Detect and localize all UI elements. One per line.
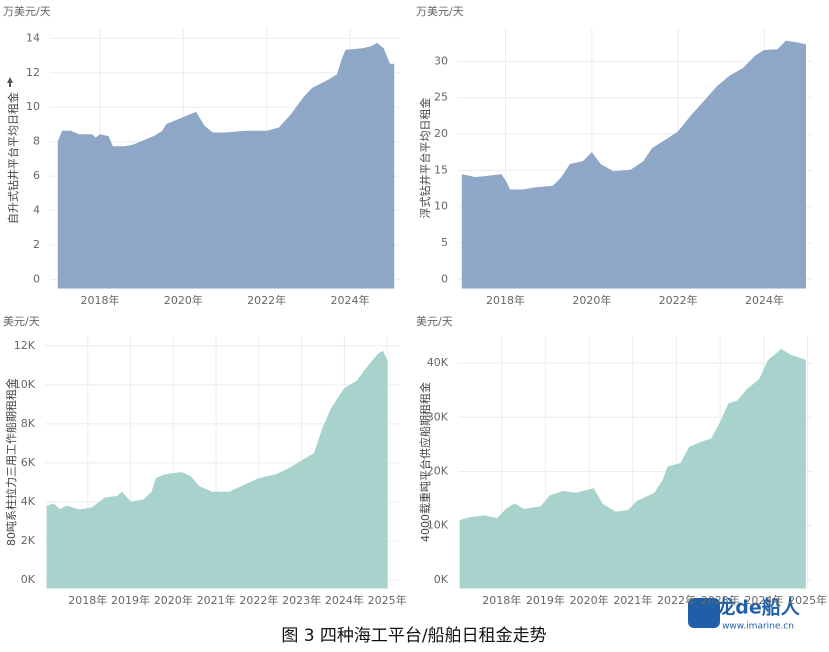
x-tick-label: 2022年	[657, 593, 696, 607]
x-tick-label: 2018年	[482, 593, 521, 607]
y-tick-label: 0K	[21, 573, 36, 586]
x-tick-label: 2018年	[81, 293, 120, 307]
x-tick-label: 2023年	[282, 593, 321, 607]
x-tick-label: 2020年	[154, 593, 193, 607]
y-tick-label: 0	[441, 272, 448, 285]
x-tick-label: 2018年	[486, 293, 525, 307]
y-tick-label: 30	[434, 54, 448, 67]
y-tick-label: 14	[26, 31, 40, 44]
y-tick-label: 25	[434, 91, 448, 104]
x-tick-label: 2019年	[526, 593, 565, 607]
y-axis-title: 自升式钻井平台平均日租金	[6, 92, 20, 224]
y-axis-title: 80吨系柱拉力三用工作船期租租金	[4, 378, 18, 546]
x-tick-label: 2022年	[659, 293, 698, 307]
unit-label: 万美元/天	[416, 5, 464, 18]
y-tick-label: 6	[33, 169, 40, 182]
pin-icon	[7, 77, 13, 87]
x-tick-label: 2021年	[197, 593, 236, 607]
y-tick-label: 6K	[21, 456, 36, 469]
unit-label: 美元/天	[3, 315, 40, 328]
y-tick-label: 40K	[427, 356, 449, 369]
y-tick-label: 5	[441, 236, 448, 249]
x-tick-label: 2024年	[325, 593, 364, 607]
y-tick-label: 12	[26, 66, 40, 79]
y-tick-label: 30K	[427, 410, 449, 423]
watermark-logo: 龙de船人	[716, 596, 800, 619]
unit-label: 美元/天	[416, 315, 453, 328]
y-tick-label: 4	[33, 204, 40, 217]
x-tick-label: 2020年	[570, 593, 609, 607]
y-tick-label: 20	[434, 127, 448, 140]
y-axis-title: 浮式钻井平台平均日租金	[418, 98, 432, 219]
watermark-icon	[688, 598, 720, 628]
x-tick-label: 2019年	[111, 593, 150, 607]
area	[57, 42, 395, 289]
unit-label: 万美元/天	[3, 5, 51, 18]
area	[46, 350, 388, 589]
y-tick-label: 8K	[21, 417, 36, 430]
x-tick-label: 2018年	[68, 593, 107, 607]
x-tick-label: 2022年	[247, 293, 286, 307]
y-tick-label: 10	[26, 100, 40, 113]
y-tick-label: 12K	[14, 339, 36, 352]
x-tick-label: 2025年	[368, 593, 407, 607]
y-tick-label: 10	[434, 200, 448, 213]
x-tick-label: 2023年	[701, 593, 740, 607]
x-tick-label: 2024年	[331, 293, 370, 307]
x-tick-label: 2020年	[164, 293, 203, 307]
y-tick-label: 10K	[427, 519, 449, 532]
y-tick-label: 2	[33, 238, 40, 251]
x-tick-label: 2021年	[613, 593, 652, 607]
y-tick-label: 2K	[21, 534, 36, 547]
y-tick-label: 4K	[21, 495, 36, 508]
y-tick-label: 0	[33, 272, 40, 285]
caption: 图 3 四种海工平台/船舶日租金走势	[281, 626, 546, 646]
x-tick-label: 2022年	[239, 593, 278, 607]
y-tick-label: 15	[434, 163, 448, 176]
x-tick-label: 2020年	[572, 293, 611, 307]
x-tick-label: 2025年	[788, 593, 827, 607]
y-tick-label: 10K	[14, 378, 36, 391]
y-axis-title: 4000载重吨平台供应船期租租金	[418, 382, 432, 542]
x-tick-label: 2024年	[744, 593, 783, 607]
watermark-url: www.imarine.cn	[722, 622, 794, 632]
y-tick-label: 8	[33, 135, 40, 148]
area	[461, 40, 806, 289]
y-tick-label: 0K	[434, 573, 449, 586]
x-tick-label: 2024年	[745, 293, 784, 307]
area	[459, 348, 806, 589]
y-tick-label: 20K	[427, 464, 449, 477]
